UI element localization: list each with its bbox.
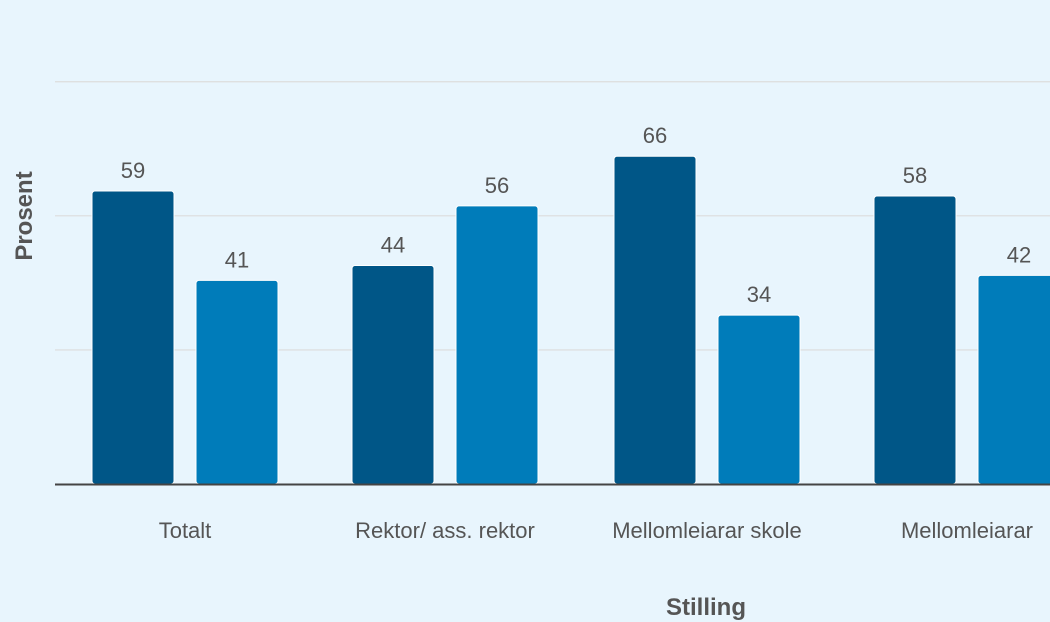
- data-label: 41: [225, 247, 249, 272]
- bar: [613, 155, 697, 485]
- x-tick-label: Mellomleiarar: [901, 518, 1033, 543]
- data-labels: 59 41 44 56 66 34 58 42: [121, 123, 1031, 307]
- data-label: 34: [747, 282, 771, 307]
- data-label: 59: [121, 158, 145, 183]
- data-label: 42: [1007, 242, 1031, 267]
- x-tick-label: Mellomleiarar skole: [612, 518, 802, 543]
- y-axis-title: Prosent: [11, 171, 38, 260]
- bar: [977, 274, 1050, 485]
- bar: [717, 314, 801, 485]
- data-label: 44: [381, 232, 405, 257]
- bar: [873, 195, 957, 485]
- data-label: 58: [903, 163, 927, 188]
- bar: [351, 264, 435, 485]
- x-tick-label: Totalt: [159, 518, 212, 543]
- bar: [455, 205, 539, 485]
- bar: [91, 190, 175, 485]
- bar: [195, 279, 279, 485]
- data-label: 66: [643, 123, 667, 148]
- data-label: 56: [485, 173, 509, 198]
- x-tick-labels: Totalt Rektor/ ass. rektor Mellomleiarar s…: [159, 518, 1033, 543]
- x-tick-label: Rektor/ ass. rektor: [355, 518, 535, 543]
- x-axis-title: Stilling: [666, 594, 746, 621]
- bars: [91, 155, 1050, 485]
